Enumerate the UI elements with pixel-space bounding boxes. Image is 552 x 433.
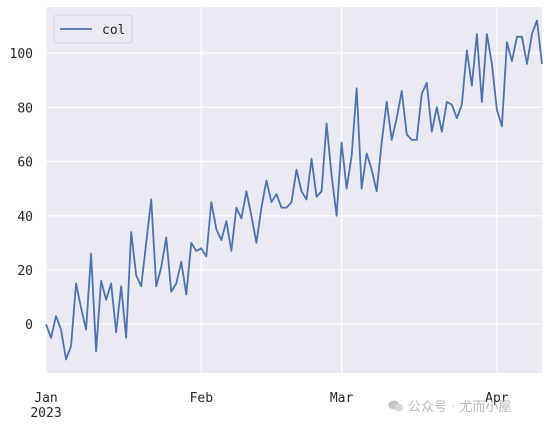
legend: col: [53, 14, 133, 44]
x-tick-label: Mar: [330, 391, 354, 406]
y-tick-label: 40: [17, 210, 33, 225]
x-tick-sublabel: 2023: [30, 406, 61, 421]
y-tick-label: 0: [25, 318, 33, 333]
series-line-col: [45, 19, 543, 361]
legend-box: [53, 14, 133, 44]
y-tick-label: 60: [17, 156, 33, 171]
watermark-text: 公众号 · 尤而小屋: [408, 400, 512, 415]
y-tick-label: 100: [10, 47, 33, 62]
watermark: 公众号 · 尤而小屋: [388, 396, 511, 415]
series-layer: [45, 19, 543, 361]
grid-lines: [45, 7, 542, 373]
y-tick-label: 20: [17, 264, 33, 279]
legend-label: col: [102, 23, 125, 38]
y-tick-label: 80: [17, 101, 33, 116]
y-tick-labels: 0 20 40 60 80 100: [10, 47, 33, 333]
x-tick-label: Jan: [34, 391, 57, 406]
x-tick-label: Feb: [190, 391, 214, 406]
x-tick-label: Apr: [485, 391, 509, 406]
wechat-icon: [388, 400, 404, 411]
